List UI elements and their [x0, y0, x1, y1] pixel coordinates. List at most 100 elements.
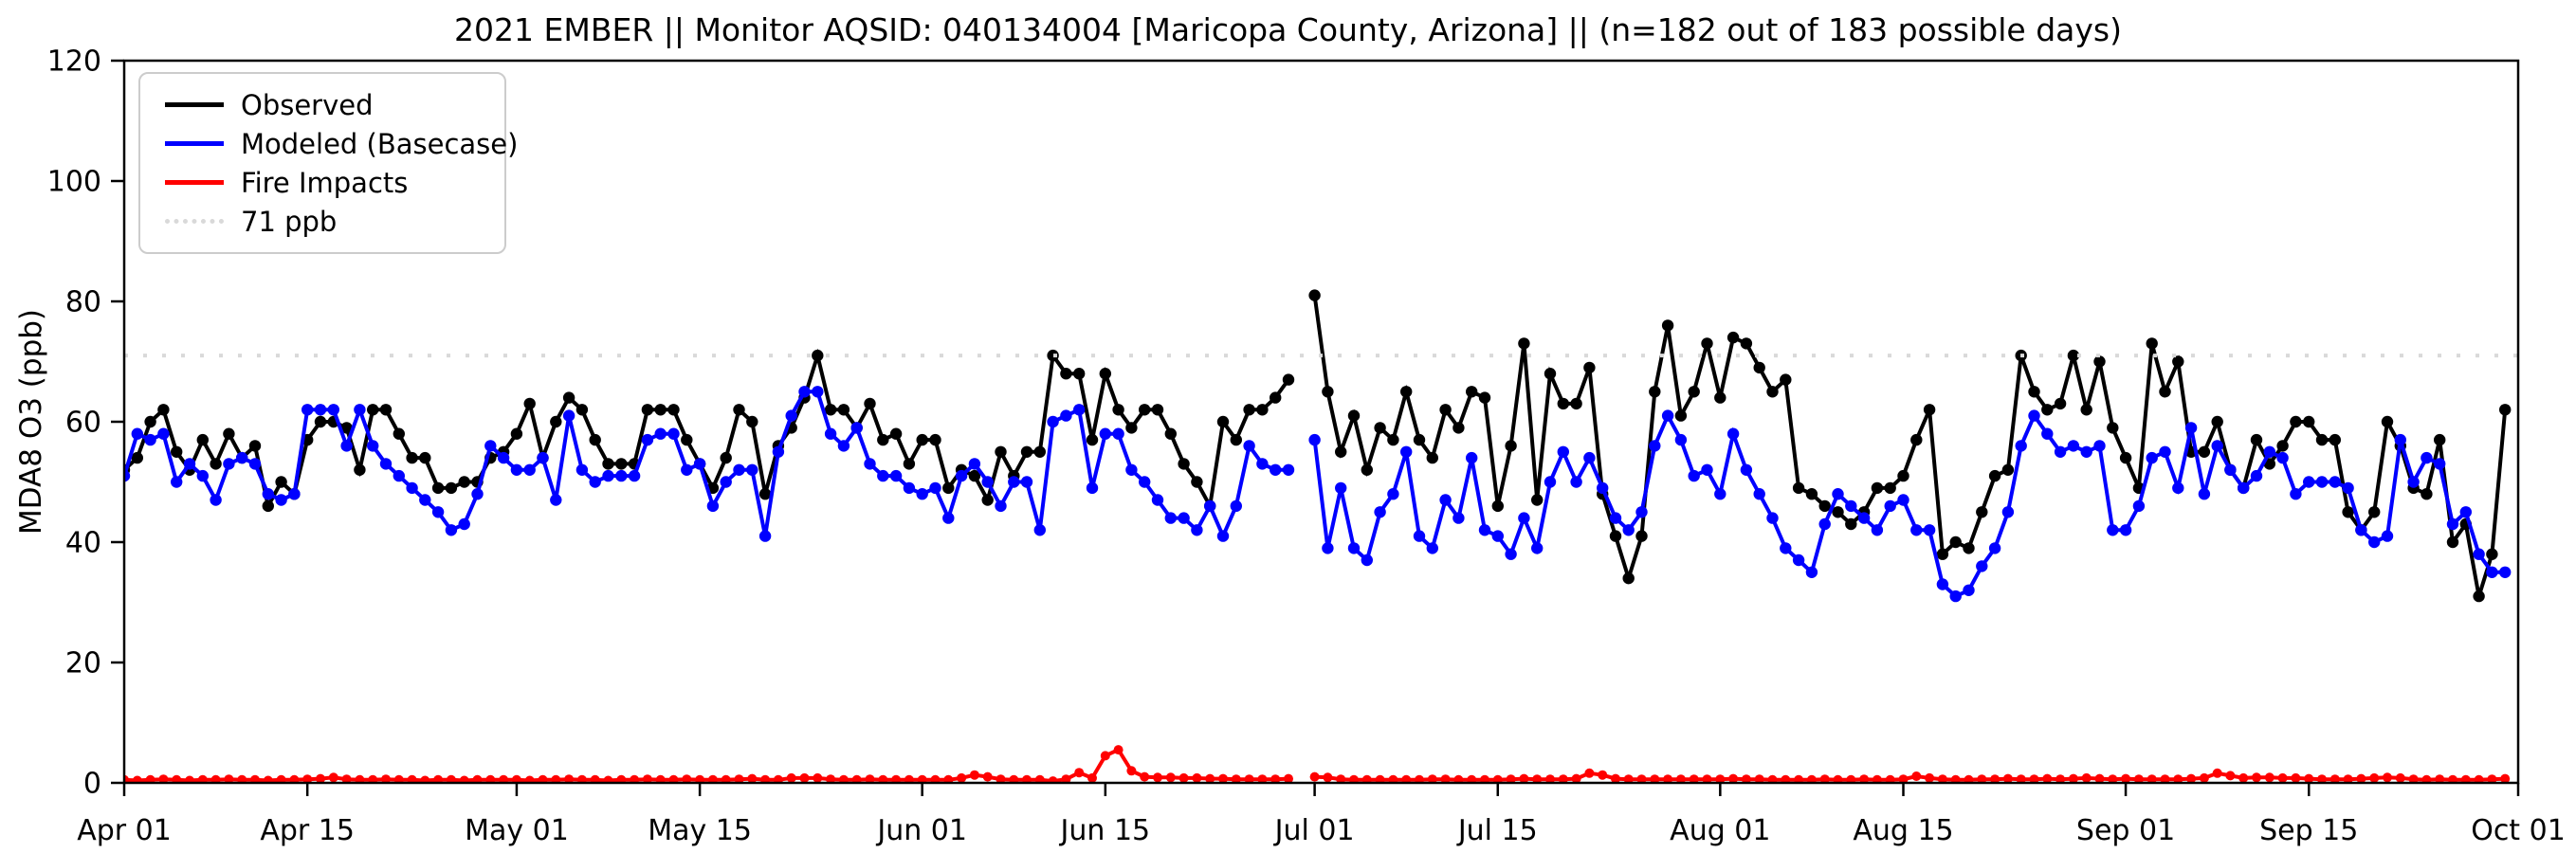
data-point	[1661, 319, 1674, 332]
data-point	[1611, 773, 1620, 783]
data-point	[1218, 773, 1228, 783]
data-point	[2080, 445, 2092, 458]
data-point	[1884, 499, 1896, 513]
data-point	[1347, 542, 1361, 554]
data-point	[1819, 774, 1830, 783]
data-point	[1073, 368, 1086, 380]
data-point	[1336, 774, 1346, 783]
data-point	[1766, 512, 1779, 524]
data-point	[381, 774, 391, 783]
data-point	[2029, 774, 2039, 783]
data-point	[406, 481, 418, 495]
data-point	[1282, 373, 1295, 386]
data-point	[1374, 422, 1386, 434]
data-point	[341, 774, 352, 783]
data-point	[1635, 530, 1648, 542]
data-point	[1518, 337, 1530, 350]
data-point	[407, 774, 417, 783]
data-point	[1022, 774, 1032, 783]
data-point	[1622, 572, 1635, 585]
data-point	[1361, 554, 1374, 567]
data-point	[328, 772, 338, 783]
data-point	[1478, 391, 1491, 404]
data-point	[2212, 768, 2222, 778]
data-point	[1950, 774, 1961, 783]
data-point	[1726, 427, 1740, 440]
data-point	[1060, 368, 1072, 380]
data-point	[1322, 386, 1334, 398]
data-point	[760, 774, 771, 783]
data-point	[1741, 774, 1751, 783]
data-point	[1885, 774, 1895, 783]
data-point	[1426, 542, 1439, 554]
data-point	[171, 476, 183, 488]
y-tick-label: 40	[65, 527, 101, 560]
data-point	[224, 774, 234, 783]
data-point	[1400, 445, 1413, 458]
data-point	[445, 481, 458, 495]
data-point	[562, 409, 575, 422]
data-point	[1426, 451, 1439, 464]
data-point	[316, 773, 325, 783]
data-point	[1020, 445, 1033, 458]
data-point	[1753, 488, 1765, 500]
data-point	[889, 427, 903, 440]
data-point	[1570, 476, 1582, 488]
data-point	[1506, 774, 1516, 783]
data-point	[865, 774, 875, 783]
data-point	[746, 463, 758, 476]
data-point	[263, 775, 273, 783]
data-point	[1216, 415, 1230, 428]
data-point	[826, 774, 836, 783]
data-point	[1243, 440, 1255, 452]
data-point	[957, 772, 967, 783]
data-point	[196, 469, 209, 482]
data-point	[420, 775, 430, 783]
data-point	[2473, 590, 2485, 603]
data-point	[877, 433, 889, 446]
data-point	[1099, 427, 1112, 440]
data-point	[2315, 433, 2329, 446]
data-point	[2186, 773, 2197, 783]
data-point	[367, 404, 379, 416]
data-point	[1911, 771, 1922, 781]
data-point	[1244, 774, 1254, 783]
data-point	[1112, 427, 1124, 440]
data-point	[1636, 774, 1647, 783]
data-point	[929, 481, 941, 495]
data-point	[943, 774, 954, 783]
data-point	[1910, 524, 1923, 536]
data-point	[981, 476, 994, 488]
data-point	[1191, 524, 1203, 536]
data-point	[1270, 391, 1282, 404]
modeled-line-sample	[165, 141, 224, 146]
data-point	[223, 458, 235, 470]
data-point	[2342, 506, 2354, 518]
data-point	[864, 397, 876, 410]
data-point	[171, 445, 183, 458]
data-point	[1780, 542, 1792, 554]
data-point	[889, 469, 903, 482]
data-point	[1153, 772, 1162, 783]
data-point	[824, 427, 837, 440]
data-point	[1375, 774, 1385, 783]
data-point	[733, 463, 745, 476]
data-point	[157, 404, 170, 416]
data-point	[1047, 415, 1059, 428]
data-point	[2198, 445, 2211, 458]
data-point	[995, 499, 1007, 513]
data-point	[2054, 445, 2067, 458]
data-point	[275, 476, 287, 488]
data-point	[1480, 774, 1489, 783]
data-point	[262, 499, 274, 513]
data-point	[1805, 566, 1818, 578]
data-point	[551, 774, 561, 783]
data-point	[864, 458, 876, 470]
data-point	[720, 476, 732, 488]
data-point	[314, 415, 327, 428]
data-point	[942, 481, 955, 495]
data-point	[1309, 771, 1320, 782]
data-point	[1623, 774, 1634, 783]
data-point	[2329, 774, 2340, 783]
